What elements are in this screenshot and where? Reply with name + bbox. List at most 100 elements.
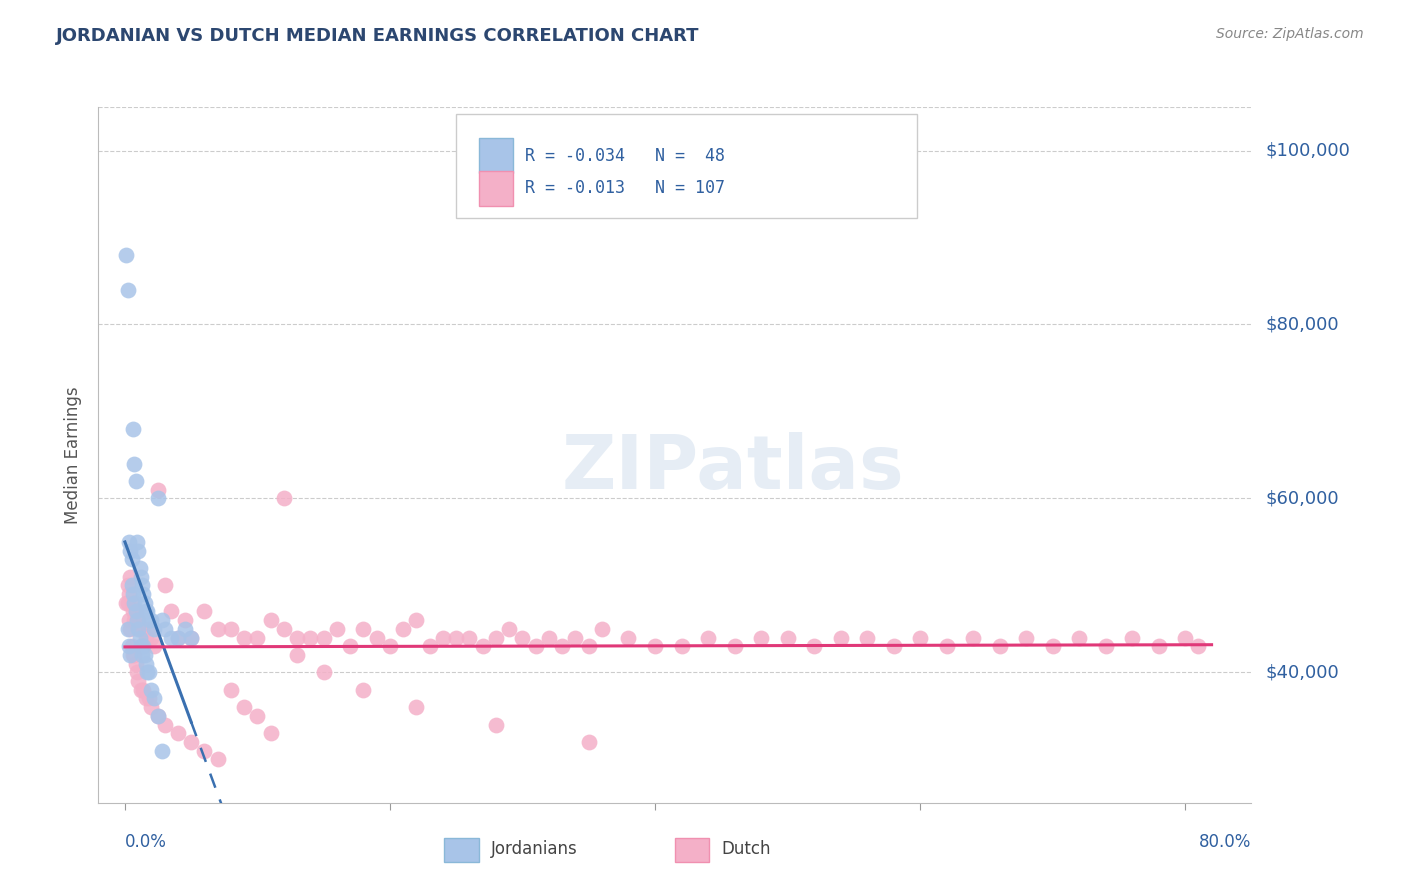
Point	[118, 587, 141, 601]
Text: Source: ZipAtlas.com: Source: ZipAtlas.com	[1216, 27, 1364, 41]
Point	[671, 639, 693, 653]
Bar	[675, 838, 710, 862]
Y-axis label: Median Earnings: Median Earnings	[65, 386, 83, 524]
Point	[118, 613, 141, 627]
Point	[1121, 631, 1143, 645]
Point	[432, 631, 454, 645]
Point	[121, 639, 143, 653]
Point	[124, 605, 146, 619]
Point	[1174, 631, 1197, 645]
Point	[138, 665, 160, 680]
Point	[143, 622, 166, 636]
Point	[129, 682, 152, 697]
Point	[935, 639, 957, 653]
Point	[131, 648, 153, 662]
Point	[120, 570, 142, 584]
Point	[1067, 631, 1090, 645]
Point	[458, 631, 481, 645]
Point	[1094, 639, 1116, 653]
Point	[129, 570, 152, 584]
Point	[485, 631, 508, 645]
Bar	[479, 138, 513, 173]
Point	[883, 639, 905, 653]
Point	[551, 639, 574, 653]
Point	[124, 657, 146, 671]
Point	[134, 596, 156, 610]
Point	[146, 708, 169, 723]
Point	[124, 605, 146, 619]
Point	[312, 665, 335, 680]
Point	[132, 682, 155, 697]
Point	[193, 605, 215, 619]
Point	[160, 605, 183, 619]
Point	[524, 639, 547, 653]
Point	[122, 422, 145, 436]
Point	[115, 596, 138, 610]
Bar	[479, 171, 513, 206]
Point	[122, 648, 145, 662]
Point	[131, 578, 153, 592]
Point	[135, 657, 157, 671]
Point	[125, 613, 148, 627]
Point	[167, 726, 190, 740]
Point	[132, 639, 155, 653]
Point	[134, 648, 156, 662]
Point	[1147, 639, 1170, 653]
Point	[207, 622, 229, 636]
Point	[153, 717, 176, 731]
Point	[1015, 631, 1038, 645]
Point	[117, 578, 139, 592]
Text: R = -0.034   N =  48: R = -0.034 N = 48	[524, 147, 725, 165]
Bar	[444, 838, 479, 862]
Point	[233, 631, 256, 645]
Point	[378, 639, 401, 653]
Point	[122, 587, 145, 601]
Text: $40,000: $40,000	[1265, 664, 1339, 681]
Point	[167, 631, 190, 645]
Point	[207, 752, 229, 766]
Text: 0.0%: 0.0%	[125, 833, 167, 851]
Point	[128, 631, 150, 645]
Point	[150, 744, 173, 758]
Point	[392, 622, 415, 636]
Point	[135, 631, 157, 645]
Point	[180, 631, 202, 645]
Point	[153, 578, 176, 592]
Point	[285, 631, 308, 645]
Point	[125, 535, 148, 549]
Point	[135, 605, 157, 619]
Point	[564, 631, 586, 645]
Point	[124, 474, 146, 488]
Point	[246, 708, 269, 723]
Text: $80,000: $80,000	[1265, 316, 1339, 334]
Point	[117, 596, 139, 610]
Point	[122, 596, 145, 610]
Point	[160, 631, 183, 645]
Point	[122, 605, 145, 619]
Point	[219, 622, 242, 636]
Point	[121, 552, 143, 566]
Point	[128, 561, 150, 575]
Point	[246, 631, 269, 645]
Point	[132, 622, 155, 636]
Point	[122, 457, 145, 471]
Point	[233, 700, 256, 714]
Point	[153, 622, 176, 636]
Point	[146, 491, 169, 506]
Point	[132, 587, 155, 601]
Point	[143, 691, 166, 706]
Point	[138, 691, 160, 706]
Point	[136, 665, 159, 680]
Point	[405, 613, 427, 627]
Point	[122, 648, 145, 662]
Point	[273, 491, 295, 506]
Point	[591, 622, 613, 636]
Point	[1187, 639, 1209, 653]
Point	[141, 700, 163, 714]
Point	[118, 535, 141, 549]
Text: $60,000: $60,000	[1265, 490, 1339, 508]
Point	[135, 691, 157, 706]
Point	[512, 631, 534, 645]
Point	[285, 648, 308, 662]
Point	[830, 631, 852, 645]
